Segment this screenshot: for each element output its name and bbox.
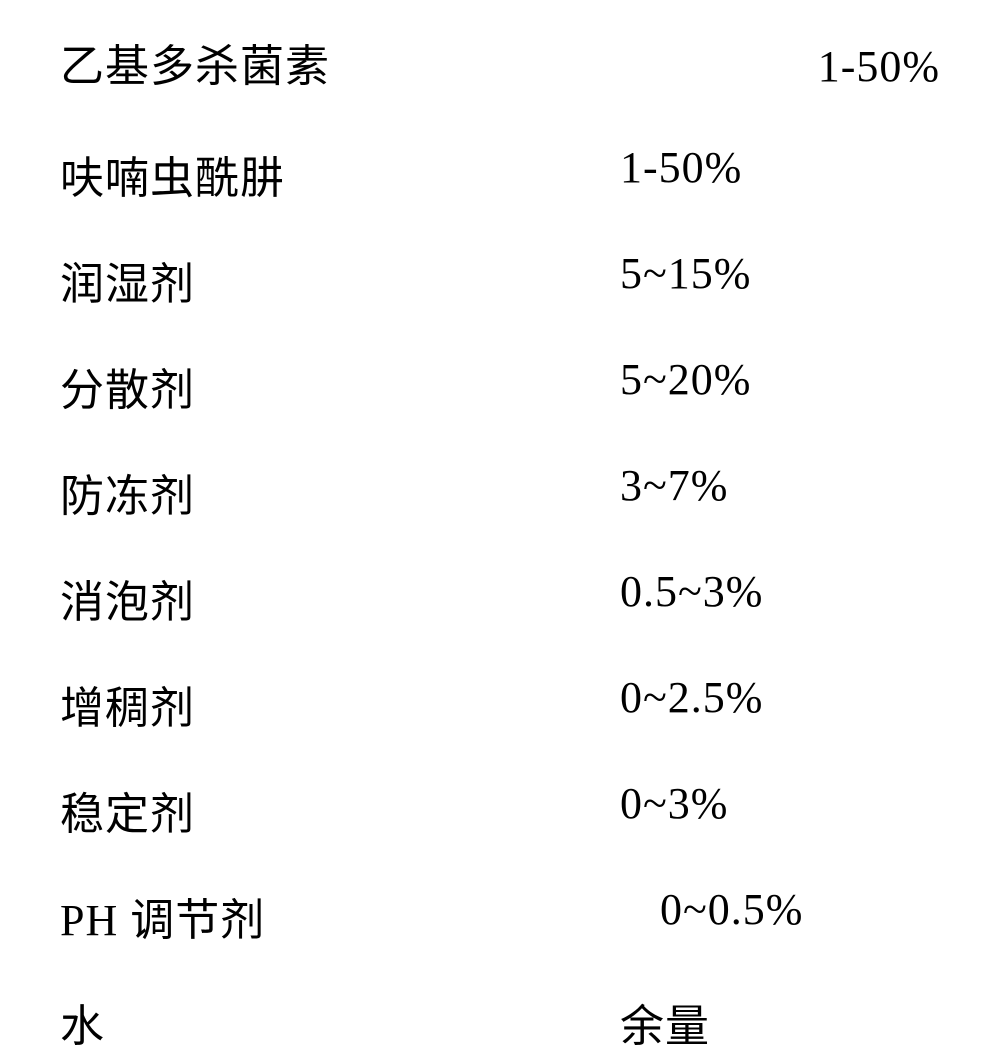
table-row: 消泡剂 0.5~3%	[60, 566, 940, 630]
table-row: PH 调节剂 0~0.5%	[60, 884, 940, 948]
ingredient-label: 乙基多杀菌素	[60, 30, 330, 94]
ingredient-label: 稳定剂	[60, 778, 195, 842]
percentage-value: 5~15%	[620, 248, 751, 299]
ingredient-label: 分散剂	[60, 354, 195, 418]
percentage-value: 0~0.5%	[660, 884, 803, 935]
ingredient-label: 防冻剂	[60, 460, 195, 524]
ingredient-label: 增稠剂	[60, 672, 195, 736]
percentage-value: 3~7%	[620, 460, 728, 511]
ingredient-label: 润湿剂	[60, 248, 195, 312]
table-row: 润湿剂 5~15%	[60, 248, 940, 312]
ingredient-label: 呋喃虫酰肼	[60, 142, 285, 206]
percentage-value: 5~20%	[620, 354, 751, 405]
ingredient-label: 消泡剂	[60, 566, 195, 630]
percentage-value: 0~2.5%	[620, 672, 763, 723]
composition-table: 乙基多杀菌素 1-50% 呋喃虫酰肼 1-50% 润湿剂 5~15% 分散剂 5…	[60, 30, 940, 1054]
table-row: 水 余量	[60, 990, 940, 1054]
ingredient-label: 水	[60, 990, 105, 1054]
percentage-value: 余量	[620, 990, 710, 1054]
percentage-value: 1-50%	[818, 41, 940, 92]
percentage-value: 0~3%	[620, 778, 728, 829]
table-row: 防冻剂 3~7%	[60, 460, 940, 524]
table-row: 增稠剂 0~2.5%	[60, 672, 940, 736]
ingredient-label: PH 调节剂	[60, 884, 265, 948]
table-row: 分散剂 5~20%	[60, 354, 940, 418]
table-row: 稳定剂 0~3%	[60, 778, 940, 842]
percentage-value: 1-50%	[620, 142, 742, 193]
table-row: 乙基多杀菌素 1-50%	[60, 30, 940, 94]
table-row: 呋喃虫酰肼 1-50%	[60, 142, 940, 206]
percentage-value: 0.5~3%	[620, 566, 763, 617]
